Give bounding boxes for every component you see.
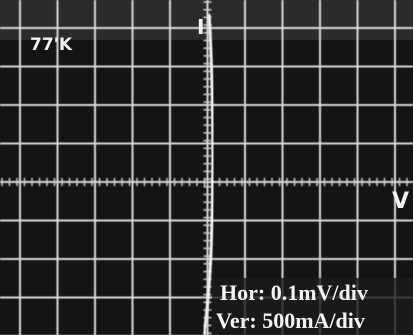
horizontal-scale: Hor: 0.1mV/div bbox=[220, 280, 368, 305]
voltage-axis-label: V bbox=[392, 189, 409, 214]
vertical-scale: Ver: 500mA/div bbox=[216, 308, 365, 333]
temperature-label: 77'K bbox=[30, 35, 73, 55]
oscilloscope-screen: 77'K I V Hor: 0.1mV/div Ver: 500mA/div bbox=[0, 0, 413, 335]
current-axis-label: I bbox=[197, 15, 204, 39]
page: {"labels": {"temperature": "77'K", "curr… bbox=[0, 0, 413, 335]
